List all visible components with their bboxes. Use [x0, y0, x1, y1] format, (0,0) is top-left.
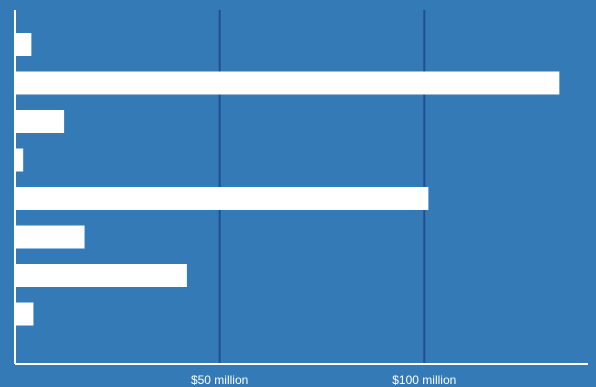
bar-2: [15, 71, 560, 95]
x-tick-label-2: $100 million: [392, 373, 456, 387]
x-tick-label-1: $50 million: [191, 373, 248, 387]
bar-7: [15, 264, 187, 287]
bars: [15, 33, 560, 326]
axes: [14, 10, 588, 365]
x-tick-labels: $50 million $100 million: [191, 373, 456, 387]
bar-4: [15, 148, 24, 172]
bar-5: [15, 187, 429, 210]
bar-3: [15, 110, 65, 133]
bar-1: [15, 33, 32, 56]
bar-6: [15, 225, 85, 249]
bar-8: [15, 302, 34, 326]
